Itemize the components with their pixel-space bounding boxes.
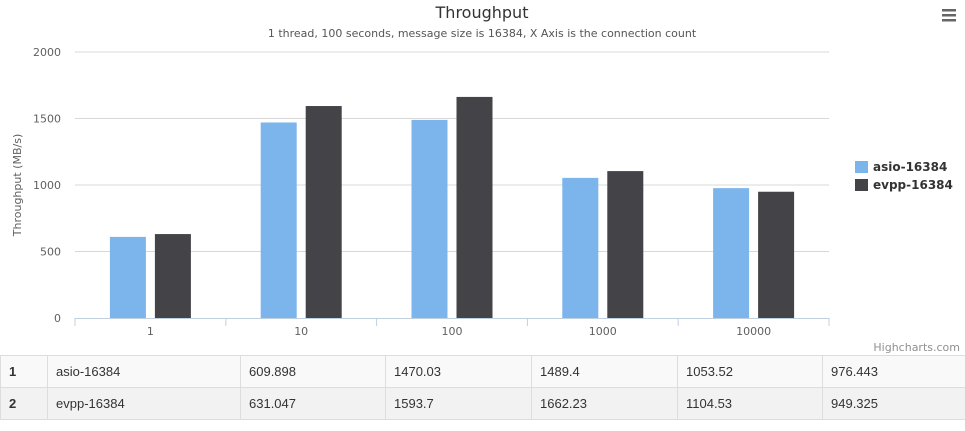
bar-evpp-16384-1[interactable] bbox=[154, 234, 191, 318]
legend-swatch bbox=[855, 179, 868, 191]
value-cell: 609.898 bbox=[240, 355, 386, 388]
value-cell: 1470.03 bbox=[385, 355, 532, 388]
series-name-cell: asio-16384 bbox=[47, 355, 241, 388]
bar-asio-16384-10[interactable] bbox=[260, 122, 297, 318]
bar-evpp-16384-10000[interactable] bbox=[758, 191, 795, 318]
value-cell: 949.325 bbox=[822, 387, 965, 420]
legend-item-asio-16384[interactable]: asio-16384 bbox=[855, 160, 947, 174]
value-cell: 1489.4 bbox=[531, 355, 678, 388]
x-tick-label: 10 bbox=[294, 325, 308, 338]
y-axis-title: Throughput (MB/s) bbox=[11, 134, 24, 237]
x-tick-label: 1000 bbox=[589, 325, 617, 338]
x-axis: 1 10 100 1000 10000 bbox=[74, 318, 830, 338]
y-tick-label: 2000 bbox=[33, 46, 61, 59]
chart-title: Throughput bbox=[435, 3, 529, 22]
chart-subtitle: 1 thread, 100 seconds, message size is 1… bbox=[268, 27, 697, 40]
series-name-cell: evpp-16384 bbox=[47, 387, 241, 420]
y-tick-label: 1000 bbox=[33, 179, 61, 192]
table-row: 1 asio-16384 609.898 1470.03 1489.4 1053.52 97… bbox=[0, 355, 965, 388]
y-axis-ticks: 0 500 1000 1500 2000 bbox=[33, 46, 61, 325]
legend-swatch bbox=[855, 161, 868, 173]
legend: asio-16384 evpp-16384 bbox=[855, 160, 953, 192]
value-cell: 1053.52 bbox=[677, 355, 823, 388]
bar-asio-16384-100[interactable] bbox=[411, 119, 448, 319]
bar-evpp-16384-1000[interactable] bbox=[607, 171, 644, 318]
bar-asio-16384-10000[interactable] bbox=[713, 188, 750, 318]
x-tick-label: 1 bbox=[147, 325, 154, 338]
x-tick-label: 10000 bbox=[736, 325, 771, 338]
bars bbox=[109, 96, 795, 319]
value-cell: 631.047 bbox=[240, 387, 386, 420]
table-row: 2 evpp-16384 631.047 1593.7 1662.23 1104.53 94… bbox=[0, 387, 965, 420]
y-tick-label: 1500 bbox=[33, 113, 61, 126]
chart-canvas: Throughput 1 thread, 100 seconds, messag… bbox=[11, 3, 960, 354]
y-tick-label: 500 bbox=[40, 246, 61, 259]
x-tick-label: 100 bbox=[442, 325, 463, 338]
value-cell: 1662.23 bbox=[531, 387, 678, 420]
legend-item-evpp-16384[interactable]: evpp-16384 bbox=[855, 178, 953, 192]
bar-asio-16384-1000[interactable] bbox=[562, 177, 599, 318]
bar-asio-16384-1[interactable] bbox=[109, 236, 146, 318]
grid-lines bbox=[75, 51, 829, 252]
hamburger-menu-icon[interactable] bbox=[941, 7, 957, 23]
value-cell: 1104.53 bbox=[677, 387, 823, 420]
throughput-chart: Throughput 1 thread, 100 seconds, messag… bbox=[11, 3, 960, 354]
data-table: 1 asio-16384 609.898 1470.03 1489.4 1053.52 97… bbox=[0, 355, 965, 420]
value-cell: 1593.7 bbox=[385, 387, 532, 420]
bar-evpp-16384-10[interactable] bbox=[305, 106, 342, 318]
bar-evpp-16384-100[interactable] bbox=[456, 96, 493, 319]
value-cell: 976.443 bbox=[822, 355, 965, 388]
y-tick-label: 0 bbox=[54, 312, 61, 325]
row-index: 1 bbox=[0, 355, 48, 388]
row-index: 2 bbox=[0, 387, 48, 420]
legend-label: asio-16384 bbox=[873, 160, 947, 174]
credits-link[interactable]: Highcharts.com bbox=[873, 341, 960, 354]
legend-label: evpp-16384 bbox=[873, 178, 953, 192]
